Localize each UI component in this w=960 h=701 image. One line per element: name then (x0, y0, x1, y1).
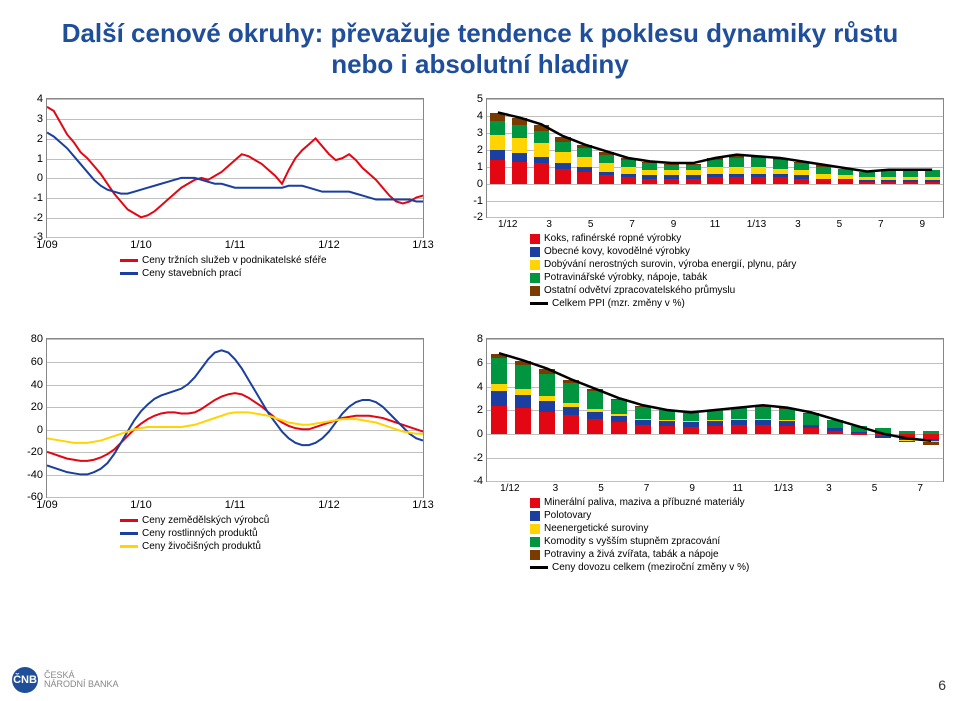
chart-bottom-right: -4-2024681/123579111/13357 Minerální pal… (450, 334, 950, 594)
xtick: 1/11 (225, 237, 246, 251)
ytick: 1 (37, 153, 47, 165)
legend-item: Minerální paliva, maziva a příbuzné mate… (530, 496, 749, 509)
ytick: -4 (473, 475, 487, 487)
ytick: 1 (477, 161, 487, 173)
legend-item: Ceny zemědělských výrobců (120, 514, 269, 527)
legend-item: Dobývání nerostných surovin, výroba ener… (530, 258, 796, 271)
chart-top-left: -3-2-1012341/091/101/111/121/13 Ceny trž… (10, 94, 430, 324)
page-title: Další cenové okruhy: převažuje tendence … (0, 0, 960, 94)
xtick: 7 (860, 219, 901, 230)
ytick: 60 (31, 356, 47, 368)
legend-item: Ceny dovozu celkem (meziroční změny v %) (530, 561, 749, 574)
ytick: 6 (477, 357, 487, 369)
legend-item: Polotovary (530, 509, 749, 522)
xtick: 5 (578, 483, 624, 494)
xtick: 9 (902, 219, 943, 230)
legend-item: Koks, rafinérské ropné výrobky (530, 232, 796, 245)
xtick: 1/11 (225, 497, 246, 511)
xtick: 5 (570, 219, 611, 230)
ytick: -2 (473, 452, 487, 464)
page-number: 6 (938, 677, 946, 693)
ytick: 2 (37, 133, 47, 145)
xtick: 11 (694, 219, 735, 230)
xtick: 9 (653, 219, 694, 230)
xtick: 1/13 (412, 497, 433, 511)
legend-item: Neenergetické suroviny (530, 522, 749, 535)
legend-item: Komodity s vyšším stupněm zpracování (530, 535, 749, 548)
ytick: -40 (27, 469, 47, 481)
legend-item: Ceny tržních služeb v podnikatelské sféř… (120, 254, 327, 267)
legend-item: Ostatní odvětví zpracovatelského průmysl… (530, 284, 796, 297)
legend-item: Ceny živočišných produktů (120, 540, 269, 553)
legend-item: Ceny stavebních prací (120, 267, 327, 280)
legend-item: Potraviny a živá zvířata, tabák a nápoje (530, 548, 749, 561)
xtick: 3 (777, 219, 818, 230)
legend-item: Celkem PPI (mzr. změny v %) (530, 297, 796, 310)
ytick: -2 (33, 212, 47, 224)
xtick: 1/13 (736, 219, 777, 230)
xtick: 7 (624, 483, 670, 494)
legend-item: Obecné kovy, kovodělné výrobky (530, 245, 796, 258)
xtick: 7 (897, 483, 943, 494)
ytick: -1 (33, 192, 47, 204)
xtick: 5 (852, 483, 898, 494)
ytick: -2 (473, 211, 487, 223)
chart-bottom-left: -60-40-200204060801/091/101/111/121/13 C… (10, 334, 430, 594)
xtick: 11 (715, 483, 761, 494)
legend-item: Ceny rostlinných produktů (120, 527, 269, 540)
xtick: 5 (819, 219, 860, 230)
ytick: 8 (477, 333, 487, 345)
chart-top-right: -2-10123451/123579111/133579 Koks, rafin… (450, 94, 950, 324)
xtick: 1/10 (130, 497, 151, 511)
ytick: 20 (31, 401, 47, 413)
ytick: 3 (37, 113, 47, 125)
xtick: 1/13 (761, 483, 807, 494)
xtick: 3 (528, 219, 569, 230)
ytick: 2 (477, 404, 487, 416)
ytick: 4 (37, 93, 47, 105)
xtick: 3 (806, 483, 852, 494)
xtick: 1/12 (318, 237, 339, 251)
ytick: 0 (37, 172, 47, 184)
legend-item: Potravinářské výrobky, nápoje, tabák (530, 271, 796, 284)
ytick: -20 (27, 446, 47, 458)
cnb-logo: ČNB ČESKÁ NÁRODNÍ BANKA (12, 667, 119, 693)
logo-line2: NÁRODNÍ BANKA (44, 680, 119, 689)
ytick: 2 (477, 144, 487, 156)
xtick: 1/10 (130, 237, 151, 251)
xtick: 7 (611, 219, 652, 230)
ytick: 0 (37, 424, 47, 436)
ytick: 4 (477, 381, 487, 393)
xtick: 9 (669, 483, 715, 494)
ytick: 0 (477, 178, 487, 190)
ytick: 3 (477, 127, 487, 139)
ytick: 5 (477, 93, 487, 105)
ytick: 4 (477, 110, 487, 122)
xtick: 1/13 (412, 237, 433, 251)
ytick: 40 (31, 379, 47, 391)
xtick: 3 (533, 483, 579, 494)
xtick: 1/09 (36, 237, 57, 251)
xtick: 1/12 (487, 483, 533, 494)
xtick: 1/12 (487, 219, 528, 230)
ytick: -1 (473, 195, 487, 207)
xtick: 1/12 (318, 497, 339, 511)
logo-disc: ČNB (12, 667, 38, 693)
ytick: 80 (31, 333, 47, 345)
xtick: 1/09 (36, 497, 57, 511)
ytick: 0 (477, 428, 487, 440)
